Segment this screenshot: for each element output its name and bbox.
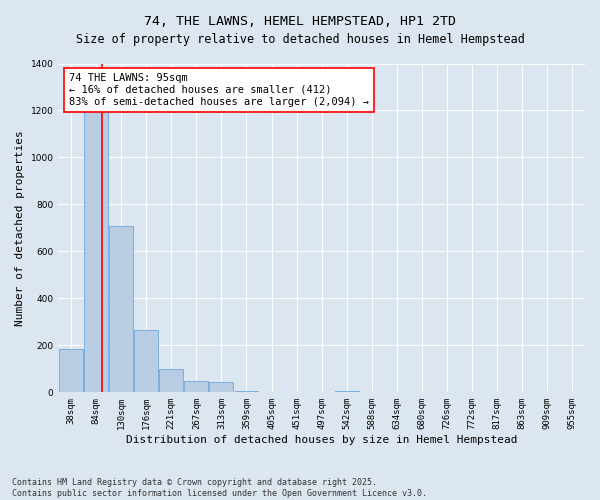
Bar — [235, 391, 259, 392]
Bar — [209, 382, 233, 392]
Text: 74, THE LAWNS, HEMEL HEMPSTEAD, HP1 2TD: 74, THE LAWNS, HEMEL HEMPSTEAD, HP1 2TD — [144, 15, 456, 28]
Y-axis label: Number of detached properties: Number of detached properties — [15, 130, 25, 326]
Bar — [184, 380, 208, 392]
Bar — [335, 391, 359, 392]
Text: Contains HM Land Registry data © Crown copyright and database right 2025.
Contai: Contains HM Land Registry data © Crown c… — [12, 478, 427, 498]
Bar — [109, 226, 133, 392]
X-axis label: Distribution of detached houses by size in Hemel Hempstead: Distribution of detached houses by size … — [126, 435, 517, 445]
Text: Size of property relative to detached houses in Hemel Hempstead: Size of property relative to detached ho… — [76, 32, 524, 46]
Text: 74 THE LAWNS: 95sqm
← 16% of detached houses are smaller (412)
83% of semi-detac: 74 THE LAWNS: 95sqm ← 16% of detached ho… — [69, 74, 369, 106]
Bar — [84, 94, 108, 392]
Bar — [160, 369, 183, 392]
Bar — [59, 349, 83, 393]
Bar — [134, 330, 158, 392]
